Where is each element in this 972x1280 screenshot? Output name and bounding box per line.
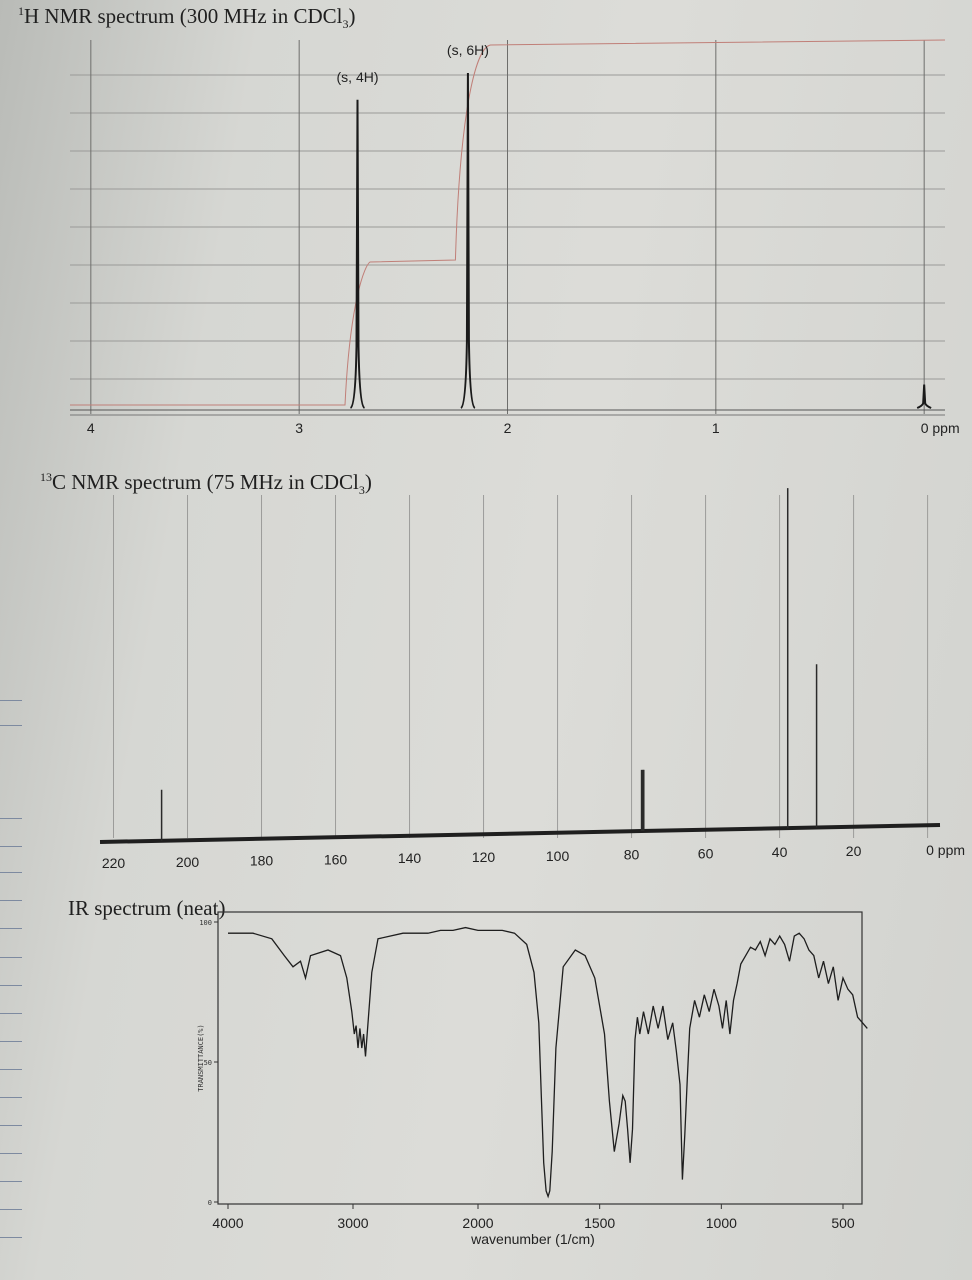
x-tick-label: 1500 [584,1215,615,1231]
ir-title: IR spectrum (neat) [68,896,226,920]
notebook-rule [0,1209,22,1210]
x-tick-label: 200 [176,854,200,870]
x-tick-label: 2000 [462,1215,493,1231]
x-tick-label: 0 ppm [926,842,965,858]
x-tick-label: 1 [712,420,720,436]
baseline [99,823,941,844]
x-tick-label: 500 [831,1215,855,1231]
notebook-rule [0,1153,22,1154]
y-tick-label: 100 [199,919,212,927]
y-axis-label: TRANSMITTANCE(%) [197,1024,205,1091]
notebook-rule [0,725,22,726]
peak-label: (s, 4H) [337,69,379,85]
notebook-rule [0,700,22,701]
x-axis-label: wavenumber (1/cm) [470,1231,595,1247]
x-tick-label: 1000 [706,1215,737,1231]
x-tick-label: 4 [87,420,95,436]
y-tick-label: 0 [208,1199,212,1207]
nmr-peak [460,72,476,409]
nmr-peak [916,384,932,409]
c-nmr-title: 13C NMR spectrum (75 MHz in CDCl3) [40,470,372,498]
x-tick-label: 2 [504,420,512,436]
y-tick-label: 50 [204,1059,212,1067]
x-tick-label: 100 [546,848,570,864]
notebook-rule [0,900,22,901]
integration-curve [70,39,946,406]
notebook-rule [0,818,22,819]
x-tick-label: 80 [624,847,640,863]
peak-label: (s, 6H) [447,42,489,58]
notebook-rule [0,1237,22,1238]
x-tick-label: 180 [250,853,274,869]
notebook-rule [0,846,22,847]
notebook-rule [0,928,22,929]
x-tick-label: 160 [324,851,348,867]
x-tick-label: 3 [295,420,303,436]
notebook-rule [0,1069,22,1070]
ir-trace [228,926,868,1199]
h-nmr-title: 1H NMR spectrum (300 MHz in CDCl3) [18,4,356,32]
notebook-rule [0,1181,22,1182]
h-nmr-chart: 4 3 2 1 0 ppm (s, 4H) (s, 6H) [70,39,960,436]
x-tick-label: 60 [698,845,714,861]
ir-plot-frame [217,911,863,1205]
x-tick-label: 0 ppm [921,420,960,436]
notebook-rule [0,1013,22,1014]
notebook-rule [0,1125,22,1126]
x-tick-label: 3000 [337,1215,368,1231]
x-tick-label: 120 [472,849,496,865]
x-tick-label: 220 [102,855,126,871]
notebook-rule [0,985,22,986]
notebook-rule [0,1041,22,1042]
x-tick-label: 140 [398,850,422,866]
c-nmr-chart: 220 200 180 160 140 120 100 80 60 40 20 0 ppm [99,488,965,871]
x-tick-label: 4000 [212,1215,243,1231]
x-tick-label: 40 [772,844,788,860]
notebook-rule [0,957,22,958]
notebook-rule [0,872,22,873]
nmr-peak [349,99,366,409]
x-tick-label: 20 [846,843,862,859]
notebook-rule [0,1097,22,1098]
